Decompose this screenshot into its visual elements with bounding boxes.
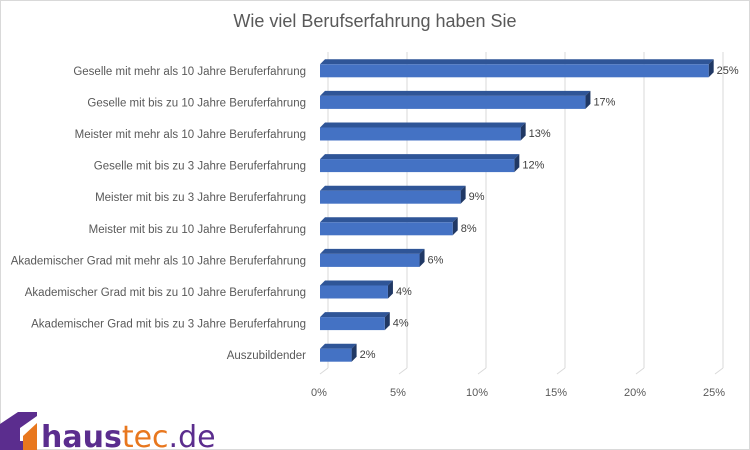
data-label: 2% bbox=[360, 349, 376, 361]
gridline-foot bbox=[477, 367, 487, 375]
x-axis-tick-labels: 0% 5% 10% 15% 20% 25% bbox=[311, 387, 725, 399]
category-label: Akademischer Grad mit bis zu 10 Jahre Be… bbox=[25, 287, 306, 299]
gridline-foot bbox=[556, 367, 566, 375]
bar-side-face bbox=[520, 122, 526, 141]
data-label: 13% bbox=[529, 128, 551, 140]
gridline-foot bbox=[398, 367, 408, 375]
data-label: 9% bbox=[469, 191, 485, 203]
bar-top-face bbox=[320, 343, 357, 349]
bar-side-face bbox=[419, 248, 425, 267]
bar-side-face bbox=[387, 280, 393, 299]
haustec-logo: haustec.de bbox=[0, 412, 216, 450]
gridline-foot bbox=[714, 367, 724, 375]
x-tick-label: 10% bbox=[466, 387, 488, 399]
bar-top-face bbox=[320, 122, 526, 128]
bar-top-face bbox=[320, 217, 458, 223]
x-tick-label: 0% bbox=[311, 387, 327, 399]
x-tick-label: 5% bbox=[390, 387, 406, 399]
category-label: Meister mit bis zu 10 Jahre Beruferfahru… bbox=[89, 224, 306, 236]
bar-top-face bbox=[320, 185, 466, 191]
category-label: Akademischer Grad mit bis zu 3 Jahre Ber… bbox=[31, 319, 306, 331]
bar-top-face bbox=[320, 280, 393, 286]
bar-top-face bbox=[320, 90, 591, 96]
bar-front-face bbox=[320, 127, 521, 141]
bar bbox=[320, 90, 591, 109]
bar-side-face bbox=[585, 90, 591, 109]
x-tick-label: 25% bbox=[703, 387, 725, 399]
data-label: 25% bbox=[717, 65, 739, 77]
category-label: Meister mit bis zu 3 Jahre Beruferfahrun… bbox=[95, 192, 306, 204]
bar bbox=[320, 122, 526, 141]
bar bbox=[320, 280, 393, 299]
bar bbox=[320, 154, 520, 173]
house-icon bbox=[0, 412, 37, 450]
logo-text-de: .de bbox=[169, 420, 216, 450]
category-label: Geselle mit bis zu 3 Jahre Beruferfahrun… bbox=[94, 161, 306, 173]
bar bbox=[320, 59, 714, 78]
logo-wordmark: haustec.de bbox=[41, 420, 216, 450]
bars bbox=[320, 59, 714, 362]
bar-top-face bbox=[320, 154, 520, 160]
bar-front-face bbox=[320, 95, 586, 109]
bar-side-face bbox=[460, 185, 466, 204]
bar-side-face bbox=[452, 217, 458, 236]
bar-side-face bbox=[708, 59, 714, 78]
bar-front-face bbox=[320, 348, 352, 362]
data-label: 4% bbox=[393, 318, 409, 330]
bar-front-face bbox=[320, 222, 453, 236]
category-label: Akademischer Grad mit mehr als 10 Jahre … bbox=[11, 255, 306, 267]
bar-top-face bbox=[320, 312, 390, 318]
bar bbox=[320, 248, 425, 267]
data-label: 4% bbox=[396, 286, 412, 298]
bar-side-face bbox=[384, 312, 390, 331]
bar-front-face bbox=[320, 190, 461, 204]
category-label: Geselle mit bis zu 10 Jahre Beruferfahru… bbox=[87, 97, 306, 109]
x-tick-label: 15% bbox=[545, 387, 567, 399]
bar-top-face bbox=[320, 59, 714, 65]
logo-text-tec: tec bbox=[122, 420, 169, 450]
chart-title: Wie viel Berufserfahrung haben Sie bbox=[233, 11, 516, 31]
bar-front-face bbox=[320, 285, 388, 299]
data-labels: 25% 17% 13% 12% 9% 8% 6% 4% 4% 2% bbox=[360, 65, 739, 361]
data-label: 8% bbox=[461, 223, 477, 235]
bar-side-face bbox=[351, 343, 357, 362]
logo-text-haus: haus bbox=[41, 420, 122, 450]
gridline-foot bbox=[635, 367, 645, 375]
category-label: Meister mit mehr als 10 Jahre Beruferfah… bbox=[75, 129, 306, 141]
bar-side-face bbox=[514, 154, 520, 173]
data-label: 12% bbox=[522, 160, 544, 172]
x-tick-label: 20% bbox=[624, 387, 646, 399]
bar bbox=[320, 217, 458, 236]
category-label: Geselle mit mehr als 10 Jahre Beruferfah… bbox=[73, 66, 306, 78]
category-label: Auszubildender bbox=[227, 350, 306, 362]
bar-top-face bbox=[320, 248, 425, 254]
bar-front-face bbox=[320, 317, 385, 331]
data-label: 17% bbox=[593, 96, 615, 108]
bar-front-face bbox=[320, 159, 515, 173]
bar bbox=[320, 185, 466, 204]
bar bbox=[320, 312, 390, 331]
bar-front-face bbox=[320, 64, 709, 78]
data-label: 6% bbox=[428, 254, 444, 266]
bar bbox=[320, 343, 357, 362]
category-labels: Geselle mit mehr als 10 Jahre Beruferfah… bbox=[11, 66, 306, 362]
bar-front-face bbox=[320, 253, 420, 267]
gridline-foot bbox=[319, 367, 329, 375]
